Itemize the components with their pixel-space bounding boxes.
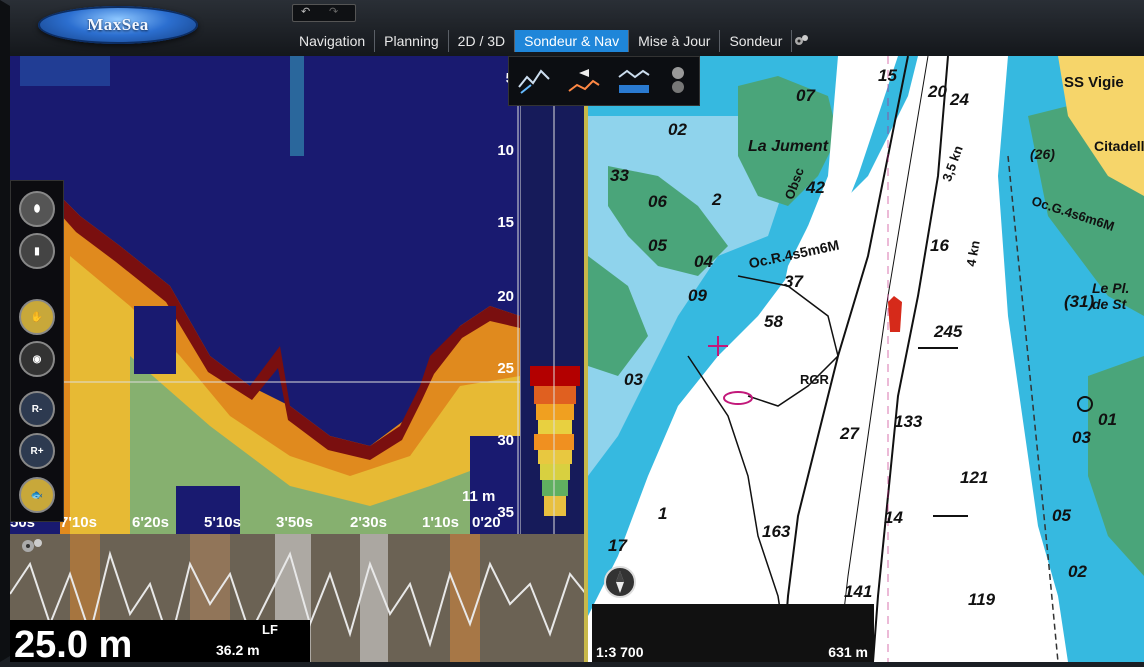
depth-mark: 35 <box>497 504 514 521</box>
sounding: 04 <box>694 252 713 271</box>
time-mark: 2'30s <box>350 514 387 531</box>
sounding: 07 <box>796 86 815 105</box>
time-mark: 0'20 <box>472 514 501 531</box>
transducer-icon[interactable]: ⬮ <box>19 191 55 227</box>
tab-sondeur[interactable]: Sondeur <box>720 30 793 52</box>
sounding: 24 <box>950 90 969 109</box>
fish-sonar-mode-icon[interactable] <box>567 63 601 97</box>
sounding: 01 <box>1098 410 1117 429</box>
secondary-depth: 36.2 m <box>216 642 260 658</box>
tab-planning[interactable]: Planning <box>375 30 449 52</box>
chart-label: La Jument <box>748 138 829 155</box>
time-mark: 6'20s <box>132 514 169 531</box>
sounding: 14 <box>884 508 903 527</box>
time-mark: 1'10s <box>422 514 459 531</box>
chart-label: Citadelle <box>1094 138 1144 154</box>
tab-navigation[interactable]: Navigation <box>290 30 376 52</box>
sounding: 09 <box>688 286 707 305</box>
logo-text: MaxSea <box>87 15 149 34</box>
frequency-label: LF <box>262 622 278 637</box>
sounding: (31) <box>1064 292 1095 311</box>
maxsea-logo[interactable]: MaxSea <box>38 6 198 44</box>
range-minus-icon[interactable]: R- <box>19 391 55 427</box>
tab-sondeur-nav[interactable]: Sondeur & Nav <box>515 30 630 52</box>
sounding: 03 <box>624 370 643 389</box>
sounding: 1 <box>658 504 668 523</box>
fish-icon[interactable]: 🐟 <box>19 477 55 513</box>
depth-mark: 30 <box>497 432 514 449</box>
sounding: 37 <box>784 272 803 291</box>
a-scope-display <box>520 56 586 534</box>
sounding: 02 <box>1068 562 1087 581</box>
chart-status-bar: 1:3 700 631 m <box>592 604 874 662</box>
range-plus-icon[interactable]: R+ <box>19 433 55 469</box>
depth-mark: 25 <box>497 360 514 377</box>
nautical-chart[interactable]: SS Vigie La Jument Oc.R.4s5m6M Oc.G.4s6m… <box>588 56 1144 662</box>
sounding: 58 <box>764 312 783 331</box>
time-mark: 7'10s <box>60 514 97 531</box>
main-tabs: Navigation Planning 2D / 3D Sondeur & Na… <box>290 30 812 52</box>
top-bar: MaxSea ↶ ↷ Navigation Planning 2D / 3D S… <box>0 0 1144 58</box>
time-mark: 3'50s <box>276 514 313 531</box>
depth-readout: 25.0 m LF 36.2 m <box>10 620 310 666</box>
current-depth: 25.0 m <box>14 624 133 666</box>
undo-icon[interactable]: ↶ <box>301 6 311 18</box>
depth-mark: 10 <box>497 142 514 159</box>
settings-gears-icon[interactable] <box>20 536 46 561</box>
sounding: 27 <box>840 424 859 443</box>
gears-icon[interactable] <box>792 30 812 52</box>
sounding: 05 <box>648 236 667 255</box>
tab-mise-a-jour[interactable]: Mise à Jour <box>629 30 721 52</box>
sounding: 119 <box>968 590 996 609</box>
hand-icon[interactable]: ✋ <box>19 299 55 335</box>
depth-mark: 20 <box>497 288 514 305</box>
chart-label: RGR <box>800 372 829 387</box>
sounding: 20 <box>928 82 947 101</box>
sounding: 16 <box>930 236 949 255</box>
compass-icon[interactable] <box>604 566 636 598</box>
sounding: 15 <box>878 66 897 85</box>
sounding: 06 <box>648 192 667 211</box>
sounding: 17 <box>608 536 627 555</box>
bottom-mode-icon[interactable] <box>617 63 651 97</box>
tab-2d-3d[interactable]: 2D / 3D <box>449 30 516 52</box>
sounding: 02 <box>668 120 687 139</box>
sounding: 121 <box>960 468 989 487</box>
depth-mark: 15 <box>497 214 514 231</box>
settings-icon[interactable] <box>665 63 691 97</box>
sounding: 245 <box>934 322 963 341</box>
sonar-echogram[interactable] <box>10 56 520 534</box>
cylinder-icon[interactable]: ▮ <box>19 233 55 269</box>
range-label: 11 m <box>462 488 496 505</box>
target-icon[interactable]: ◉ <box>19 341 55 377</box>
chart-scale: 1:3 700 <box>596 644 644 660</box>
sounding: 05 <box>1052 506 1071 525</box>
sounding: 133 <box>894 412 923 431</box>
pane-divider[interactable] <box>584 56 590 662</box>
redo-icon[interactable]: ↷ <box>329 6 339 18</box>
sounding: 42 <box>806 178 825 197</box>
range-distance: 631 m <box>828 644 868 660</box>
sounding: (26) <box>1030 146 1055 162</box>
sounding: 2 <box>712 190 722 209</box>
time-axis: 50s 7'10s 6'20s 5'10s 3'50s 2'30s 1'10s … <box>10 512 586 534</box>
sonar-mode-toolbar <box>508 56 700 106</box>
sounding: 163 <box>762 522 791 541</box>
undo-redo-control[interactable]: ↶ ↷ <box>292 4 356 22</box>
chart-label: Le Pl. de St <box>1092 280 1130 312</box>
sounding: 33 <box>610 166 629 185</box>
sounding: 03 <box>1072 428 1091 447</box>
time-mark: 5'10s <box>204 514 241 531</box>
depth-scale: 5 10 15 20 25 30 35 <box>490 56 518 534</box>
sounding: 141 <box>844 582 873 601</box>
chart-label: SS Vigie <box>1064 74 1124 91</box>
sonar-toolbar: ⬮ ▮ ✋ ◉ R- R+ 🐟 <box>10 180 64 522</box>
echogram-mode-icon[interactable] <box>517 63 551 97</box>
